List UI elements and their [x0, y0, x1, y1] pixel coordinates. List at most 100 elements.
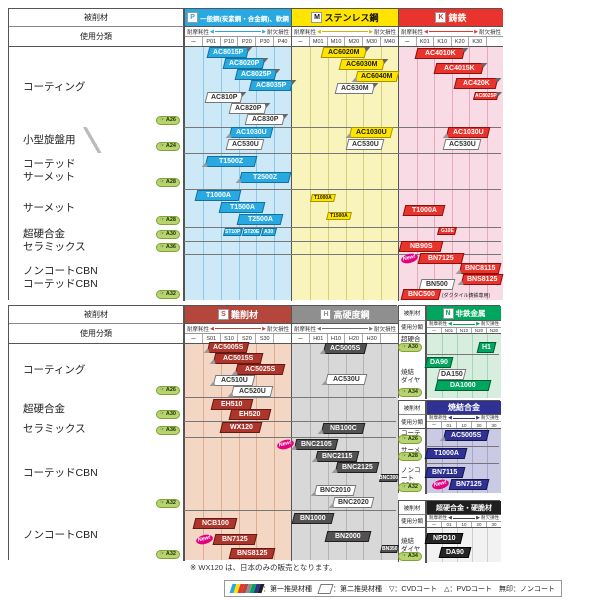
codes-row-B: ー 01 10 20 30: [427, 522, 501, 528]
arrow-right-icon: ▶: [262, 325, 266, 332]
row-label-text: コーテッドCBN: [23, 467, 98, 480]
column-code: 20: [471, 422, 486, 428]
grade-label: EH510: [221, 401, 243, 408]
grid-line: [457, 528, 458, 562]
grade-label: AC530U: [448, 141, 476, 148]
grid-line: [442, 429, 443, 493]
grade-label: AC4010K: [424, 50, 456, 57]
grade-label: AC6030M: [346, 61, 378, 68]
column-code: N30: [486, 328, 501, 333]
legend-noncoat-label: 無印：ノンコート: [498, 585, 555, 593]
material-letter-chip-M: M: [311, 12, 323, 23]
grade-badge-AC4010K: AC4010K: [414, 48, 469, 59]
grid-line: [239, 344, 240, 560]
column-code: ー: [431, 327, 437, 333]
grade-badge-BN7125: BN7125: [417, 253, 465, 264]
section-title-text: 鋳鉄: [448, 13, 467, 23]
grade-badge-BN7115: BN7115: [424, 467, 466, 478]
grade-badge-H1: H1: [476, 342, 497, 353]
grade-label: AC810P: [210, 94, 238, 101]
grade-badge-AC6040M: AC6040M: [351, 71, 400, 82]
column-code: K30: [468, 37, 486, 46]
section-title-H: H 高硬度鋼: [292, 306, 398, 324]
grade-label: NPD10: [432, 535, 456, 542]
grid-line: [346, 47, 347, 300]
grade-label: BNC2010: [319, 487, 351, 494]
grade-badge-AC830P: AC830P: [244, 114, 289, 125]
usage-header: 使用分類: [9, 324, 184, 344]
arrow-right-icon: ▶: [369, 28, 373, 35]
grade-label: AC1030U: [355, 129, 387, 136]
row-label-text: 超硬合金: [23, 402, 65, 415]
grade-badge-T1500A: T1500A: [326, 212, 352, 220]
grade-label: AC5025S: [244, 366, 276, 373]
pvd-coat-mark-icon: [455, 266, 464, 274]
legend-pvd-label: △：PVDコート: [444, 585, 492, 593]
pvd-coat-mark-icon: [231, 367, 240, 375]
wear-resistance-label: 耐摩耗性: [294, 326, 317, 333]
work-material-header: 被削材: [399, 401, 426, 415]
grade-badge-AC5005S: AC5005S: [319, 343, 368, 354]
row-label-cell: コーティング ☞ A26: [9, 47, 184, 127]
grade-label: AC820P: [234, 105, 262, 112]
arrow-left-icon: ◀: [448, 415, 452, 421]
column-code: ー: [404, 39, 410, 46]
grade-label: AC8020P: [228, 60, 260, 67]
grade-badge-ST10P: ST10P: [223, 228, 243, 236]
pvd-coat-mark-icon: [351, 74, 360, 82]
grade-badge-AC530U: AC530U: [321, 374, 368, 385]
fracture-resistance-label: 耐欠損性: [481, 415, 499, 420]
row-divider: [9, 241, 501, 242]
wear-resistance-label: 耐摩耗性: [401, 29, 424, 36]
grade-badge-AC8020P: AC8020P: [222, 58, 269, 69]
section-title-text: 焼結合金: [448, 403, 480, 412]
panel-bottom: 被削材 使用分類 S 難削材 耐摩耗性 ◀ ▶ 耐欠損性ー S01 S10 S20 S30 H 高硬度鋼耐…: [8, 305, 398, 561]
column-code: ー: [431, 422, 437, 427]
arrow-right-icon: ▶: [474, 28, 478, 35]
pvd-coat-mark-icon: [345, 130, 354, 138]
grid-line: [487, 429, 488, 493]
grade-label: BN2000: [335, 533, 361, 540]
row-label-cell: 超硬合金 ☞ A30: [9, 227, 184, 241]
grid-line: [487, 528, 488, 562]
pvd-coat-mark-icon: [201, 159, 210, 167]
grid-line: [487, 47, 488, 300]
grid-line: [381, 47, 382, 300]
grade-label: AC5005S: [212, 344, 244, 351]
codes-row-Y: ー 01 10 20 30: [427, 422, 501, 429]
column-code: N20: [471, 328, 486, 333]
grade-label: AC830P: [251, 116, 279, 123]
row-label-cell: コーティング ☞ A26: [9, 344, 184, 397]
material-letter-chip-N: N: [442, 307, 454, 319]
grade-label: BNC2125: [341, 464, 373, 471]
grade-badge-A30: A30: [261, 228, 277, 236]
wear-resistance-label: 耐摩耗性: [429, 415, 447, 420]
column-code: M10: [326, 37, 345, 46]
grade-label: BN7125: [428, 255, 454, 262]
grade-badge-BNC2105: BNC2105: [290, 439, 339, 450]
grade-label: AC8015P: [212, 49, 244, 56]
legend-cvd-label: ▽：CVDコート: [389, 585, 438, 593]
grade-badge-BN1000: BN1000: [291, 513, 335, 524]
grade-badge-AC530U: AC530U: [345, 139, 385, 150]
grade-label: DA90: [430, 359, 448, 366]
arrow-left-icon: ◀: [317, 28, 321, 35]
grade-label: H1: [482, 344, 491, 351]
arrow-left-icon: ◀: [448, 321, 452, 327]
column-code: P30: [255, 37, 273, 46]
fracture-resistance-label: 耐欠損性: [481, 321, 499, 326]
section-title-text: 非鉄金属: [455, 308, 486, 318]
grade-label: BN7125: [456, 481, 482, 488]
usage-header: 使用分類: [399, 321, 426, 334]
row-label-text: ノンコートCBN: [23, 529, 98, 542]
page-ref-badge: ☞ A32: [397, 483, 422, 492]
column-code: P01: [201, 37, 220, 46]
fracture-resistance-label: 耐欠損性: [373, 326, 396, 333]
section-title-N: N 非鉄金属: [427, 306, 501, 321]
material-letter-chip-P: P: [187, 12, 199, 23]
section-title-text: 一般鋼(炭素鋼・合金鋼)、軟鋼: [200, 15, 289, 23]
section-title-text: ステンレス鋼: [324, 13, 379, 23]
column-code: S20: [237, 334, 255, 343]
row-label-cell: ノンコートCBN コーテッドCBN ☞ A32: [9, 254, 184, 301]
page-ref-badge: ☞ A34: [397, 552, 422, 561]
